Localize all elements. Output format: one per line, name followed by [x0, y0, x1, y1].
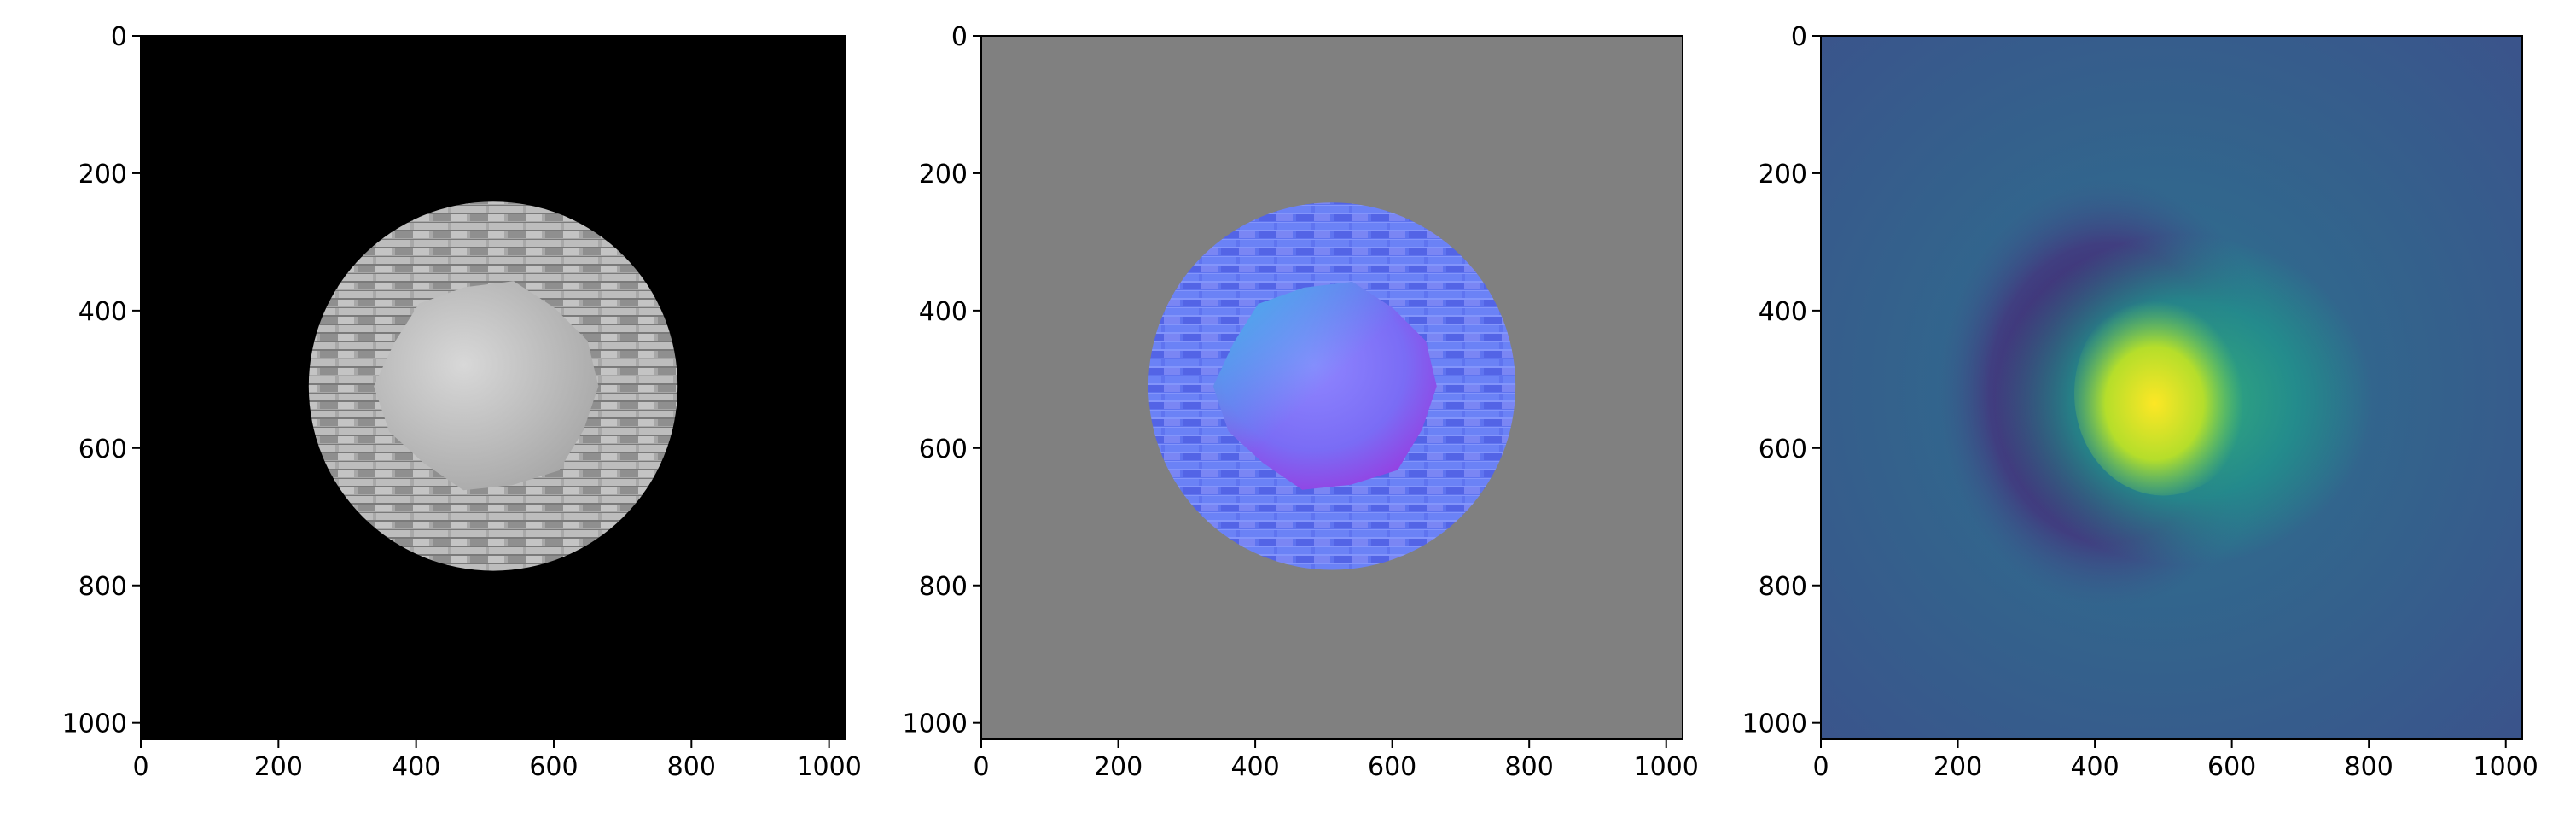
x-axis-ticks: 0 200 400 600 800 1000 [132, 739, 862, 782]
rock-blob [374, 281, 599, 491]
x-tick-label: 800 [2345, 752, 2393, 782]
y-axis-ticks: 0 200 400 600 800 1000 [1742, 22, 1821, 739]
axes-frame [1820, 35, 2523, 740]
x-tick-label: 200 [1933, 752, 1982, 782]
y-tick-label: 600 [79, 435, 127, 464]
y-tick-label: 600 [1759, 435, 1807, 464]
x-tick-label: 0 [1812, 752, 1829, 782]
x-tick-label: 600 [1368, 752, 1416, 782]
y-tick-label: 800 [79, 572, 127, 602]
axes-frame [980, 35, 1683, 740]
y-tick-label: 1000 [903, 709, 968, 739]
y-tick-label: 1000 [62, 709, 127, 739]
x-tick-label: 400 [392, 752, 440, 782]
x-tick-label: 800 [1505, 752, 1554, 782]
y-axis-ticks: 0 200 400 600 800 1000 [903, 22, 981, 739]
normal-map-panel: 0 200 400 600 800 1000 0 200 400 600 800 1000 [903, 22, 1699, 782]
x-tick-label: 600 [2207, 752, 2256, 782]
rock-blob-highlight [1212, 281, 1437, 490]
grayscale-render-panel: 0 200 400 600 800 1000 0 200 400 600 800 1000 [62, 22, 862, 782]
x-tick-label: 200 [254, 752, 303, 782]
x-tick-label: 200 [1094, 752, 1143, 782]
y-tick-label: 200 [1759, 160, 1807, 190]
yellow-hotspot [2074, 290, 2253, 496]
x-tick-label: 400 [1230, 752, 1279, 782]
y-tick-label: 1000 [1742, 709, 1807, 739]
x-tick-label: 1000 [2474, 752, 2538, 782]
y-tick-label: 0 [111, 22, 127, 52]
y-tick-label: 400 [1759, 297, 1807, 327]
normal-map-image [981, 36, 1683, 739]
x-tick-label: 1000 [1634, 752, 1699, 782]
axes-frame [140, 35, 846, 740]
grayscale-image [141, 36, 846, 739]
x-tick-label: 600 [529, 752, 578, 782]
x-tick-label: 400 [2070, 752, 2119, 782]
y-tick-label: 600 [919, 435, 968, 464]
x-tick-label: 1000 [796, 752, 861, 782]
y-axis-ticks: 0 200 400 600 800 1000 [62, 22, 141, 739]
x-tick-label: 800 [667, 752, 716, 782]
y-tick-label: 400 [79, 297, 127, 327]
y-tick-label: 400 [919, 297, 968, 327]
y-tick-label: 0 [951, 22, 968, 52]
depth-map-panel: 0 200 400 600 800 1000 0 200 400 600 800 1000 [1742, 22, 2538, 782]
depth-map-image [1821, 36, 2522, 739]
x-tick-label: 0 [132, 752, 148, 782]
y-tick-label: 800 [1759, 572, 1807, 602]
x-axis-ticks: 0 200 400 600 800 1000 [973, 739, 1699, 782]
y-tick-label: 800 [919, 572, 968, 602]
x-tick-label: 0 [973, 752, 989, 782]
y-tick-label: 200 [79, 160, 127, 190]
y-tick-label: 200 [919, 160, 968, 190]
x-axis-ticks: 0 200 400 600 800 1000 [1812, 739, 2538, 782]
y-tick-label: 0 [1791, 22, 1807, 52]
